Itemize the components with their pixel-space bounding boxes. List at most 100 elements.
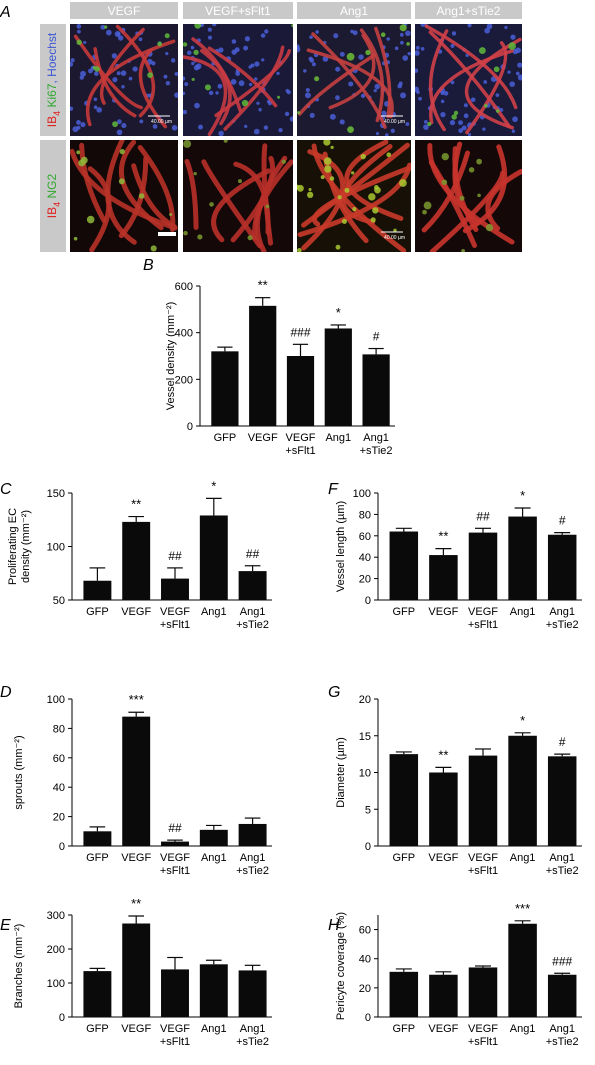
marker-spot — [237, 179, 243, 184]
marker-spot — [157, 41, 163, 47]
marker-spot — [308, 188, 312, 192]
marker-spot — [493, 66, 500, 73]
y-tick-label: 300 — [47, 910, 65, 922]
marker-spot — [477, 193, 481, 198]
nucleus-dot — [80, 70, 86, 77]
vessel-stroke — [93, 47, 137, 118]
marker-spot — [247, 235, 253, 241]
x-tick-label: GFP — [86, 852, 109, 864]
nucleus-dot — [174, 71, 178, 76]
x-tick-label: VEGF — [428, 852, 458, 864]
nucleus-dot — [244, 36, 250, 42]
nucleus-dot — [96, 107, 102, 113]
marker-spot — [399, 24, 407, 32]
y-tick-label: 0 — [365, 841, 371, 853]
nucleus-dot — [243, 45, 249, 51]
vessel-stroke — [73, 34, 143, 110]
bar — [122, 521, 151, 600]
micrograph-tile — [415, 24, 522, 136]
marker-spot — [360, 153, 366, 160]
panel-letter: E — [0, 917, 11, 934]
nucleus-dot — [420, 24, 426, 27]
x-tick-label: VEGF +sFlt1 — [160, 852, 190, 877]
nucleus-dot — [77, 29, 81, 34]
significance-label: ## — [246, 547, 260, 561]
marker-spot — [119, 148, 125, 155]
nucleus-dot — [423, 124, 429, 130]
marker-spot — [347, 126, 354, 133]
significance-label: ## — [168, 549, 182, 563]
marker-spot — [138, 193, 145, 199]
nucleus-dot — [139, 119, 144, 124]
nucleus-dot — [309, 35, 313, 40]
nucleus-dot — [116, 71, 121, 76]
vessel-stroke — [261, 143, 274, 246]
marker-spot — [323, 140, 331, 146]
nucleus-dot — [512, 48, 518, 55]
vessel-stroke — [428, 30, 511, 129]
bar — [161, 969, 189, 1017]
y-axis-label: sprouts (mm⁻²) — [13, 735, 25, 809]
nucleus-dot — [373, 88, 377, 93]
significance-label: ### — [290, 325, 310, 339]
nucleus-dot — [121, 122, 127, 129]
vessel-stroke — [301, 149, 346, 251]
column-header: Ang1+sTie2 — [437, 4, 501, 18]
x-tick-line: +sFlt1 — [285, 445, 315, 457]
x-tick-label: VEGF +sFlt1 — [468, 1023, 498, 1048]
micrograph-tile: 40.00 µm — [70, 24, 178, 136]
x-tick-label: Ang1 +sTie2 — [236, 852, 269, 877]
x-tick-line: VEGF — [160, 606, 190, 618]
nucleus-dot — [451, 31, 457, 36]
marker-spot — [483, 104, 488, 108]
marker-spot — [314, 76, 320, 82]
marker-spot — [209, 202, 214, 207]
nucleus-dot — [495, 93, 500, 98]
nucleus-dot — [278, 128, 283, 133]
row-label-part: Ki67 — [45, 83, 59, 111]
significance-label: ** — [438, 747, 448, 762]
marker-spot — [118, 178, 125, 185]
x-tick-line: Ang1 — [510, 852, 536, 864]
nucleus-dot — [152, 124, 158, 129]
bar — [161, 578, 189, 600]
chart-panel-d: D 0 20 40 60 80 100 sprouts (mm⁻²) GFP *** VEGF ## V… — [0, 684, 272, 877]
nucleus-dot — [253, 77, 258, 81]
nucleus-dot — [512, 116, 518, 123]
x-tick-line: Ang1 — [363, 432, 389, 444]
y-tick-label: 100 — [47, 978, 65, 990]
nucleus-dot — [360, 93, 366, 99]
marker-spot — [451, 114, 457, 120]
nucleus-dot — [517, 62, 522, 68]
bar — [547, 534, 577, 600]
panel-letter: F — [328, 481, 339, 498]
marker-spot — [324, 165, 332, 173]
y-axis-label: Diameter (µm) — [335, 737, 347, 808]
nucleus-dot — [507, 70, 511, 74]
nucleus-dot — [111, 53, 118, 59]
vessel-stroke — [298, 53, 376, 116]
x-tick-line: VEGF — [160, 1023, 190, 1035]
nucleus-dot — [263, 125, 269, 130]
y-tick-label: 80 — [359, 509, 371, 521]
nucleus-dot — [309, 112, 315, 118]
marker-spot — [399, 179, 407, 187]
marker-spot — [406, 42, 410, 46]
marker-spot — [76, 150, 81, 155]
nucleus-dot — [128, 76, 133, 81]
marker-spot — [80, 156, 88, 164]
x-tick-label: Ang1 +sTie2 — [546, 1023, 579, 1048]
significance-label: ** — [258, 278, 268, 293]
nucleus-dot — [385, 133, 389, 136]
x-tick-label: Ang1 — [201, 852, 227, 864]
nucleus-dot — [264, 29, 269, 34]
x-tick-label: Ang1 +sTie2 — [546, 852, 579, 877]
bar — [468, 755, 498, 846]
nucleus-dot — [217, 83, 223, 89]
nucleus-dot — [418, 96, 422, 101]
x-tick-line: GFP — [392, 1023, 415, 1035]
y-label-line: Pericyte coverage (%) — [335, 912, 347, 1020]
x-tick-label: VEGF +sFlt1 — [160, 1023, 190, 1048]
nucleus-dot — [207, 35, 213, 40]
nucleus-dot — [407, 51, 411, 56]
